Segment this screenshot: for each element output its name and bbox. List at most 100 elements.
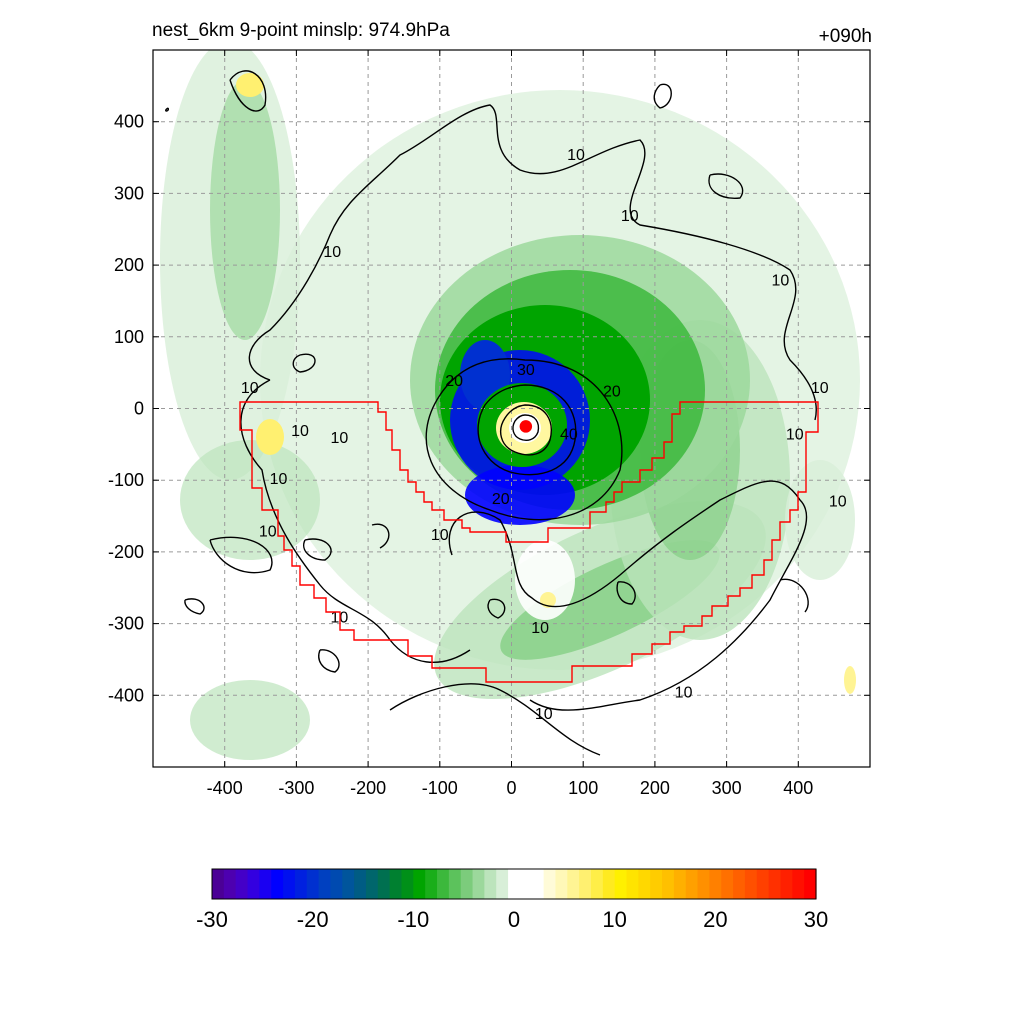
colorbar-swatch: [662, 869, 675, 899]
colorbar-swatch: [484, 869, 497, 899]
contour-label: 10: [270, 471, 288, 488]
colorbar-swatch: [697, 869, 711, 899]
colorbar-swatch: [567, 869, 580, 899]
contour-label: 10: [675, 685, 693, 702]
y-tick-label: -300: [108, 614, 144, 634]
contour-label: 10: [535, 706, 553, 723]
colorbar-swatch: [365, 869, 379, 899]
contour-label: 10: [531, 620, 549, 637]
plot-title: nest_6km 9-point minslp: 974.9hPa: [152, 20, 450, 41]
colorbar-swatch: [448, 869, 462, 899]
contour-label: 10: [771, 272, 789, 289]
colorbar-swatch: [638, 869, 651, 899]
contour-label: 10: [786, 427, 804, 444]
colorbar-swatch: [460, 869, 474, 899]
y-tick-label: -400: [108, 685, 144, 705]
colorbar-swatch: [626, 869, 639, 899]
colorbar-swatch: [721, 869, 734, 899]
x-tick-label: 0: [506, 778, 516, 798]
colorbar-swatch: [259, 869, 272, 899]
contour-label: 10: [811, 380, 829, 397]
colorbar-tick-label: 30: [804, 907, 828, 932]
colorbar-swatch: [768, 869, 782, 899]
colorbar-swatch: [425, 869, 438, 899]
contour-label: 10: [567, 147, 585, 164]
colorbar-swatch: [283, 869, 296, 899]
colorbar-swatch: [271, 869, 284, 899]
colorbar-swatch: [531, 869, 545, 899]
y-tick-label: 300: [114, 183, 144, 203]
x-tick-label: 400: [783, 778, 813, 798]
colorbar-swatch: [389, 869, 403, 899]
y-tick-label: 200: [114, 255, 144, 275]
colorbar-swatch: [744, 869, 758, 899]
y-tick-label: -200: [108, 542, 144, 562]
colorbar-swatch: [555, 869, 568, 899]
colorbar-swatch: [223, 869, 237, 899]
x-tick-label: 300: [712, 778, 742, 798]
colorbar-swatch: [496, 869, 509, 899]
colorbar-swatch: [792, 869, 805, 899]
colorbar-swatch: [318, 869, 332, 899]
colorbar-swatch: [330, 869, 343, 899]
colorbar-swatch: [673, 869, 687, 899]
contour-label: 10: [621, 208, 639, 225]
colorbar-swatch: [342, 869, 355, 899]
x-tick-label: -100: [422, 778, 458, 798]
forecast-hour-label: +090h: [818, 26, 872, 47]
contour-label: 10: [241, 380, 259, 397]
colorbar-swatch: [543, 869, 557, 899]
colorbar-swatch: [602, 869, 616, 899]
colorbar-swatch: [294, 869, 308, 899]
colorbar-swatch: [590, 869, 604, 899]
colorbar-tick-label: -20: [297, 907, 329, 932]
colorbar-tick-label: -30: [196, 907, 228, 932]
y-axis: 400 300 200 100 0 -100 -200 -300 -400: [108, 112, 870, 705]
colorbar-frame: [211, 868, 817, 900]
contour-label: 10: [259, 523, 277, 540]
colorbar-swatch: [437, 869, 450, 899]
colorbar-swatch: [733, 869, 746, 899]
storm-center-marker: [518, 418, 534, 435]
colorbar-tick-label: -10: [397, 907, 429, 932]
x-tick-label: -400: [207, 778, 243, 798]
x-tick-label: 200: [640, 778, 670, 798]
contour-label: 30: [517, 362, 535, 379]
colorbar: -30 -20 -10 0 10 20 30: [196, 868, 828, 932]
colorbar-swatch: [804, 869, 817, 899]
contour-label: 10: [291, 423, 309, 440]
contour-label: 10: [323, 244, 341, 261]
region-boundary: [239, 401, 819, 683]
x-axis: -400 -300 -200 -100 0 100 200 300 400: [207, 50, 813, 798]
colorbar-tick-label: 0: [508, 907, 520, 932]
colorbar-swatch: [508, 869, 521, 899]
colorbar-tick-label: 20: [703, 907, 727, 932]
colorbar-swatch: [247, 869, 260, 899]
colorbar-swatch: [354, 869, 367, 899]
contour-label: 10: [829, 493, 847, 510]
y-tick-label: 0: [134, 399, 144, 419]
colorbar-swatch: [780, 869, 793, 899]
colorbar-swatch: [650, 869, 663, 899]
colorbar-swatch: [413, 869, 426, 899]
colorbar-swatch: [756, 869, 770, 899]
contour-label: 20: [445, 373, 463, 390]
colorbar-swatch: [519, 869, 533, 899]
contour-label: 10: [431, 527, 449, 544]
contour-label: 20: [603, 384, 621, 401]
y-tick-label: -100: [108, 470, 144, 490]
x-tick-label: 100: [568, 778, 598, 798]
colorbar-swatch: [377, 869, 391, 899]
colorbar-tick-label: 10: [602, 907, 626, 932]
colorbar-swatch: [235, 869, 249, 899]
colorbar-swatch: [472, 869, 485, 899]
contour-label: 40: [560, 427, 578, 444]
colorbar-swatch: [709, 869, 722, 899]
contour-lines: [165, 70, 817, 756]
x-tick-label: -300: [278, 778, 314, 798]
colorbar-swatch: [614, 869, 628, 899]
y-tick-label: 100: [114, 327, 144, 347]
contour-label: 20: [492, 491, 510, 508]
